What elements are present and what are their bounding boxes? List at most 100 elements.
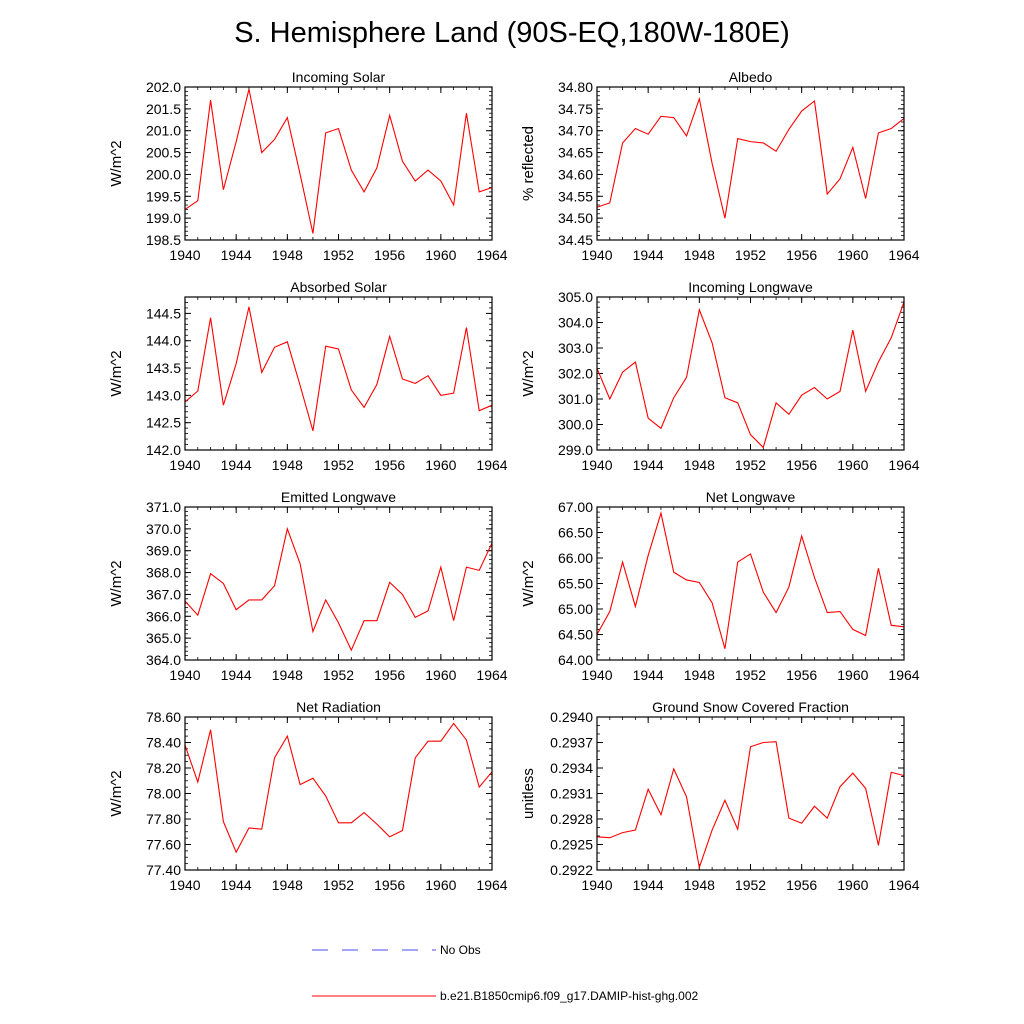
y-tick-label: 301.0 [558,391,593,407]
y-axis-label: W/m^2 [520,560,537,606]
y-tick-label: 300.0 [558,417,593,433]
panel-title: Absorbed Solar [290,279,387,295]
y-tick-label: 67.00 [558,499,593,515]
panel-5: Emitted Longwave W/m^2 364.0 365.0 366.0 367.… [108,489,508,683]
x-tick-label: 1940 [581,247,612,263]
y-tick-label: 299.0 [558,442,593,458]
y-tick-label: 78.00 [146,786,181,802]
x-tick-label: 1964 [888,667,919,683]
y-tick-label: 34.55 [558,188,593,204]
y-tick-label: 78.20 [146,760,181,776]
series-line [596,510,905,649]
x-tick-label: 1964 [476,457,507,473]
x-tick-label: 1940 [169,247,200,263]
x-tick-label: 1964 [476,247,507,263]
x-tick-label: 1948 [684,667,715,683]
plot-frame [596,716,905,871]
y-tick-label: 370.0 [146,521,181,537]
plot-frame [184,296,493,451]
x-tick-label: 1944 [221,247,252,263]
x-tick-label: 1944 [633,457,664,473]
x-tick-label: 1956 [786,877,817,893]
y-axis-label: W/m^2 [108,140,125,186]
y-axis-label: % reflected [520,126,537,201]
y-tick-label: 66.50 [558,525,593,541]
x-tick-label: 1956 [374,877,405,893]
panel-title: Incoming Longwave [688,279,813,295]
x-tick-label: 1948 [684,877,715,893]
y-tick-label: 364.0 [146,652,181,668]
panels: Incoming Solar W/m^2 198.5 199.0 199.5 200.0 2… [108,69,920,893]
y-tick-label: 198.5 [146,232,181,248]
y-tick-label: 34.60 [558,166,593,182]
panel-1: Incoming Solar W/m^2 198.5 199.0 199.5 200.0 2… [108,69,508,263]
x-tick-label: 1948 [272,457,303,473]
panel-title: Emitted Longwave [281,489,396,505]
legend-label: No Obs [440,943,481,957]
y-tick-label: 142.5 [146,415,181,431]
panel-4: Incoming Longwave W/m^2 299.0 300.0 301.0 302… [520,279,920,473]
x-tick-label: 1960 [425,877,456,893]
x-tick-label: 1964 [888,247,919,263]
plot-frame [184,716,493,871]
panel-title: Albedo [729,69,773,85]
y-tick-label: 34.45 [558,232,593,248]
x-tick-label: 1940 [581,877,612,893]
y-tick-label: 64.00 [558,652,593,668]
x-tick-label: 1944 [633,667,664,683]
x-tick-label: 1940 [169,877,200,893]
x-tick-label: 1956 [374,247,405,263]
series-line [184,722,493,854]
y-tick-label: 143.0 [146,387,181,403]
x-tick-label: 1944 [633,247,664,263]
x-tick-label: 1952 [735,247,766,263]
y-tick-label: 304.0 [558,315,593,331]
x-tick-label: 1960 [425,457,456,473]
y-tick-label: 77.60 [146,837,181,853]
x-tick-label: 1940 [169,667,200,683]
y-axis-label: W/m^2 [520,350,537,396]
panel-title: Ground Snow Covered Fraction [652,699,849,715]
series-line [184,89,493,234]
y-tick-label: 371.0 [146,499,181,515]
y-tick-label: 78.60 [146,709,181,725]
y-tick-label: 368.0 [146,565,181,581]
y-tick-label: 78.40 [146,735,181,751]
panel-3: Absorbed Solar W/m^2 142.0 142.5 143.0 143.5 1… [108,279,508,473]
x-tick-label: 1960 [837,247,868,263]
panel-8: Ground Snow Covered Fraction unitless 0.29… [520,699,920,893]
y-tick-label: 0.2922 [550,862,593,878]
y-tick-label: 366.0 [146,608,181,624]
panel-2: Albedo % reflected 34.45 34.50 34.55 34.60 34.… [520,69,920,263]
x-tick-label: 1952 [735,667,766,683]
x-tick-label: 1948 [684,457,715,473]
x-tick-label: 1960 [425,247,456,263]
y-tick-label: 34.70 [558,123,593,139]
x-tick-label: 1952 [323,457,354,473]
x-tick-label: 1960 [837,457,868,473]
y-tick-label: 144.0 [146,333,181,349]
y-tick-label: 66.00 [558,550,593,566]
x-tick-label: 1952 [735,457,766,473]
series-line [596,96,905,219]
y-tick-label: 34.65 [558,145,593,161]
plot-frame [596,296,905,451]
figure-title: S. Hemisphere Land (90S-EQ,180W-180E) [234,17,790,49]
x-tick-label: 1960 [837,667,868,683]
y-tick-label: 0.2940 [550,709,593,725]
plot-frame [596,506,905,661]
y-tick-label: 65.50 [558,576,593,592]
y-tick-label: 0.2928 [550,811,593,827]
y-tick-label: 0.2937 [550,735,593,751]
series-line [596,301,905,449]
y-tick-label: 77.80 [146,811,181,827]
x-tick-label: 1964 [476,877,507,893]
x-tick-label: 1956 [374,457,405,473]
y-tick-label: 142.0 [146,442,181,458]
y-tick-label: 144.5 [146,305,181,321]
x-tick-label: 1948 [272,877,303,893]
y-tick-label: 200.5 [146,145,181,161]
y-tick-label: 367.0 [146,586,181,602]
y-tick-label: 200.0 [146,166,181,182]
x-tick-label: 1964 [888,457,919,473]
